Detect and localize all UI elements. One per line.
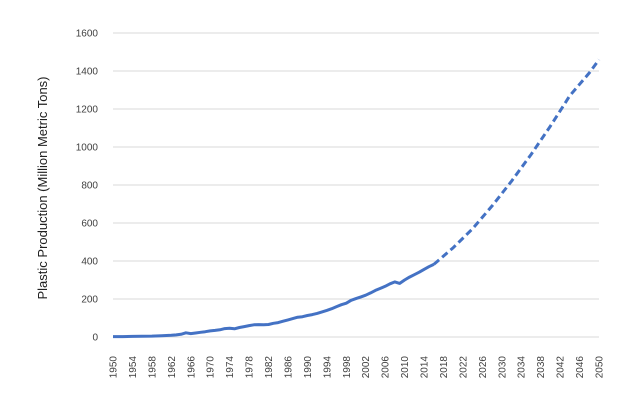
x-tick-label: 1954 <box>128 356 139 379</box>
gridlines <box>113 32 599 338</box>
x-tick-label: 2002 <box>361 356 372 379</box>
x-tick-label: 1982 <box>264 356 275 379</box>
y-axis-label: Plastic Production (Million Metric Tons) <box>35 77 50 300</box>
x-tick-label: 1950 <box>109 356 120 379</box>
x-tick-label: 2046 <box>575 356 586 379</box>
x-tick-label: 1958 <box>147 356 158 379</box>
x-tick-label: 1994 <box>322 356 333 379</box>
x-tick-label: 2010 <box>400 356 411 379</box>
x-tick-label: 2006 <box>381 356 392 379</box>
y-axis-ticks: 0 200 400 600 800 1000 1200 1400 1600 <box>76 29 99 344</box>
x-tick-label: 2026 <box>478 356 489 379</box>
x-tick-label: 1970 <box>206 356 217 379</box>
y-tick-label: 400 <box>81 257 98 268</box>
y-tick-label: 1400 <box>76 67 99 78</box>
x-tick-label: 1974 <box>225 356 236 379</box>
x-tick-label: 2034 <box>517 356 528 379</box>
x-tick-label: 1978 <box>245 356 256 379</box>
y-tick-label: 1200 <box>76 105 99 116</box>
x-tick-label: 2014 <box>420 356 431 379</box>
y-tick-label: 600 <box>81 219 98 230</box>
series-lines <box>113 58 601 339</box>
x-tick-label: 2018 <box>439 356 450 379</box>
y-tick-label: 1000 <box>76 143 99 154</box>
x-tick-label: 1990 <box>303 356 314 379</box>
y-tick-label: 1600 <box>76 29 99 40</box>
x-tick-label: 2022 <box>458 356 469 379</box>
y-tick-label: 0 <box>92 333 98 344</box>
y-tick-label: 200 <box>81 295 98 306</box>
x-tick-label: 1986 <box>283 356 294 379</box>
projected-series-line <box>432 58 601 266</box>
x-tick-label: 2030 <box>497 356 508 379</box>
x-tick-label: 1966 <box>186 356 197 379</box>
x-tick-label: 1998 <box>342 356 353 379</box>
x-tick-label: 2050 <box>595 356 606 379</box>
y-tick-label: 800 <box>81 181 98 192</box>
x-axis-ticks: 1950 1954 1958 1962 1966 1970 1974 1978 1982 1986… <box>109 356 606 379</box>
x-tick-label: 2038 <box>536 356 547 379</box>
x-tick-label: 2042 <box>556 356 567 379</box>
x-tick-label: 1962 <box>167 356 178 379</box>
historical-series-line <box>113 263 435 339</box>
